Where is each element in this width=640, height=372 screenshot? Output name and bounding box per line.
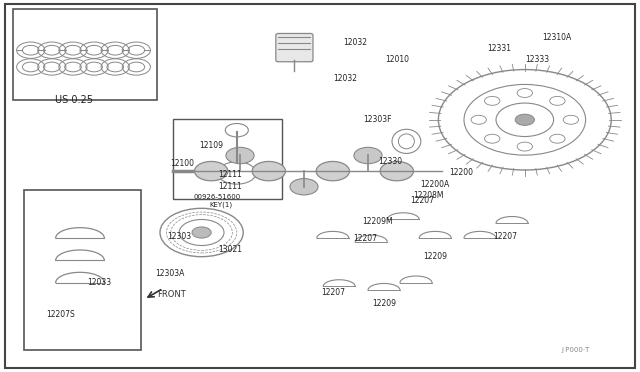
- Circle shape: [316, 161, 349, 181]
- Circle shape: [195, 161, 228, 181]
- Text: 12209: 12209: [423, 252, 447, 261]
- Circle shape: [290, 179, 318, 195]
- Text: 12200A: 12200A: [420, 180, 450, 189]
- Text: 12200: 12200: [449, 169, 473, 177]
- Text: FRONT: FRONT: [157, 290, 186, 299]
- Text: 12207: 12207: [410, 196, 435, 205]
- Circle shape: [515, 114, 534, 125]
- Bar: [24, 190, 141, 350]
- Text: 12010: 12010: [385, 55, 409, 64]
- Text: 12303F: 12303F: [364, 115, 392, 124]
- Text: 12207: 12207: [353, 234, 377, 243]
- Text: 12032: 12032: [343, 38, 367, 47]
- Circle shape: [226, 147, 254, 164]
- Text: 12209M: 12209M: [362, 217, 393, 226]
- Text: 12333: 12333: [525, 55, 550, 64]
- Circle shape: [192, 227, 211, 238]
- Text: US 0.25: US 0.25: [54, 96, 93, 105]
- Text: 12032: 12032: [333, 74, 358, 83]
- Circle shape: [252, 161, 285, 181]
- Text: 12100: 12100: [170, 159, 195, 168]
- Text: 00926-51600: 00926-51600: [194, 194, 241, 200]
- Text: J P000·T: J P000·T: [562, 347, 590, 353]
- Text: 12330: 12330: [378, 157, 403, 166]
- Text: 12303: 12303: [167, 232, 191, 241]
- Text: 12303A: 12303A: [155, 269, 184, 278]
- Text: 12331: 12331: [487, 44, 511, 53]
- Text: 12207S: 12207S: [47, 310, 75, 319]
- Text: 12111: 12111: [218, 182, 243, 190]
- Text: 12209: 12209: [372, 299, 396, 308]
- Circle shape: [354, 147, 382, 164]
- Text: 12207: 12207: [321, 288, 345, 296]
- Text: 12033: 12033: [87, 278, 111, 287]
- Circle shape: [380, 161, 413, 181]
- Text: 13021: 13021: [218, 245, 243, 254]
- FancyBboxPatch shape: [276, 33, 313, 62]
- Text: 12310A: 12310A: [542, 33, 572, 42]
- Text: 12208M: 12208M: [413, 191, 444, 200]
- Text: 12207: 12207: [493, 232, 518, 241]
- Text: 12109: 12109: [199, 141, 223, 150]
- Text: KEY(1): KEY(1): [209, 201, 232, 208]
- Bar: [13, 9, 157, 100]
- Text: 12111: 12111: [218, 170, 243, 179]
- Bar: [173, 119, 282, 199]
